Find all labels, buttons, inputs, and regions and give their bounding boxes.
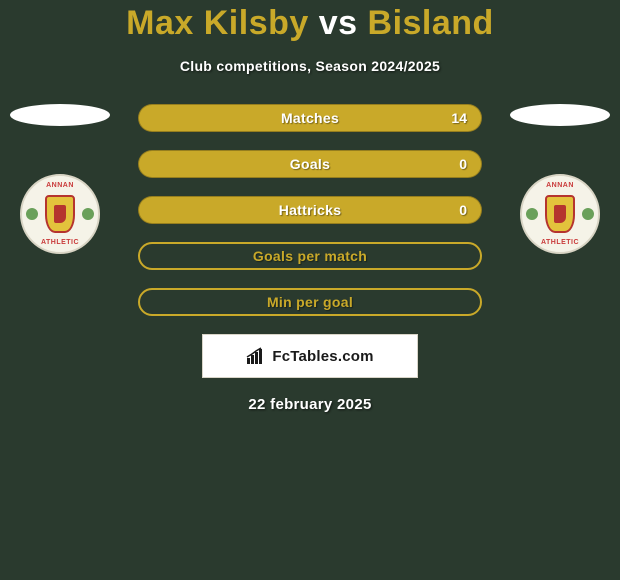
crest-thistle-icon	[26, 208, 38, 220]
left-club-crest-icon: ANNAN ATHLETIC	[20, 174, 100, 254]
crest-top-text: ANNAN	[522, 182, 598, 189]
left-placeholder-icon	[10, 104, 110, 126]
crest-boot-icon	[554, 205, 566, 223]
comparison-card: Max Kilsby vs Bisland Club competitions,…	[0, 6, 620, 580]
player2-name: Bisland	[368, 4, 494, 42]
stat-label: Hattricks	[279, 202, 342, 218]
stat-bar-hattricks: Hattricks 0	[138, 196, 482, 224]
vs-text: vs	[319, 4, 358, 42]
stat-value: 14	[451, 110, 467, 126]
brand-text: FcTables.com	[272, 348, 373, 365]
stat-value: 0	[459, 156, 467, 172]
right-club-crest-icon: ANNAN ATHLETIC	[520, 174, 600, 254]
stat-bar-goals: Goals 0	[138, 150, 482, 178]
brand-badge: FcTables.com	[202, 334, 418, 378]
stat-bar-min-per-goal: Min per goal	[138, 288, 482, 316]
crest-shield-icon	[45, 195, 75, 233]
stat-label: Matches	[281, 110, 339, 126]
crest-thistle-icon	[526, 208, 538, 220]
stat-label: Goals	[290, 156, 330, 172]
stat-label: Goals per match	[253, 248, 367, 264]
crest-thistle-icon	[82, 208, 94, 220]
crest-boot-icon	[54, 205, 66, 223]
stats-area: ANNAN ATHLETIC ANNAN ATHLETIC Matches 14	[0, 104, 620, 316]
right-placeholder-icon	[510, 104, 610, 126]
crest-bottom-text: ATHLETIC	[22, 239, 98, 246]
crest-bottom-text: ATHLETIC	[522, 239, 598, 246]
stat-label: Min per goal	[267, 294, 353, 310]
player1-name: Max Kilsby	[126, 4, 309, 42]
page-title: Max Kilsby vs Bisland	[0, 6, 620, 40]
subtitle: Club competitions, Season 2024/2025	[0, 58, 620, 74]
stat-bar-goals-per-match: Goals per match	[138, 242, 482, 270]
stat-bars: Matches 14 Goals 0 Hattricks 0 Goals per…	[138, 104, 482, 316]
stat-bar-matches: Matches 14	[138, 104, 482, 132]
crest-thistle-icon	[582, 208, 594, 220]
crest-shield-icon	[545, 195, 575, 233]
stat-value: 0	[459, 202, 467, 218]
bar-chart-icon	[246, 347, 266, 365]
crest-top-text: ANNAN	[22, 182, 98, 189]
date-text: 22 february 2025	[0, 396, 620, 413]
